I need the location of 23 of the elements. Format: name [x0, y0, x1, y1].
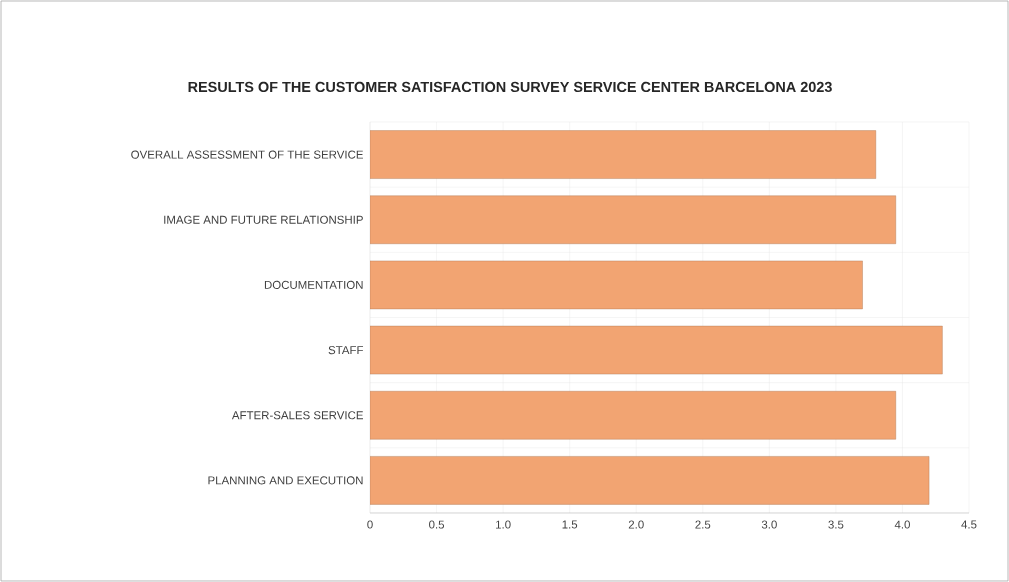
bar: [370, 325, 943, 375]
x-tick-label: 0: [367, 520, 373, 529]
y-tick-label: STAFF: [328, 346, 364, 355]
x-tick-label: 1.0: [496, 520, 511, 529]
bar: [370, 391, 896, 440]
x-tick-label: 4.5: [961, 520, 977, 529]
y-tick-label: AFTER-SALES SERVICE: [231, 411, 363, 420]
x-tick-label: 3.0: [761, 520, 777, 529]
x-tick-label: 0.5: [429, 520, 445, 529]
x-tick-label: 3.5: [828, 520, 844, 529]
x-tick-label: 4.0: [894, 520, 910, 529]
y-tick-label: DOCUMENTATION: [264, 280, 363, 289]
x-tick-label: 2.0: [628, 520, 644, 529]
bar: [370, 130, 877, 179]
x-tick-label: 2.5: [695, 520, 711, 529]
x-tick-label: 1.5: [562, 520, 578, 529]
bar: [370, 195, 896, 244]
y-tick-label: PLANNING AND EXECUTION: [208, 476, 363, 485]
bar: [370, 456, 930, 505]
bar: [370, 260, 863, 310]
y-tick-label: IMAGE AND FUTURE RELATIONSHIP: [164, 215, 363, 224]
y-tick-label: OVERALL ASSESSMENT OF THE SERVICE: [131, 150, 363, 159]
chart-title: RESULTS OF THE CUSTOMER SATISFACTION SURVEY SERVICE CENTER BARCELONA 2023: [188, 81, 832, 93]
